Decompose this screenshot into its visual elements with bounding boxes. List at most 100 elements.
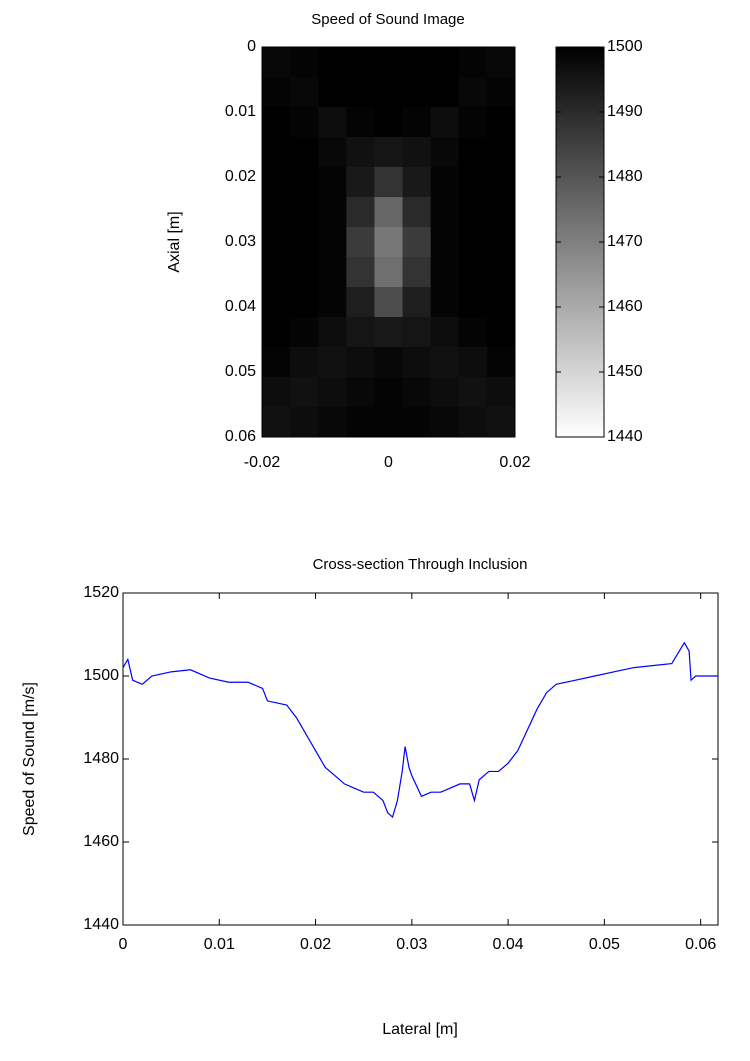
chart-title: Cross-section Through Inclusion	[313, 556, 528, 573]
colorbar	[555, 46, 605, 438]
image-cell	[458, 347, 488, 378]
image-cell	[402, 137, 432, 168]
image-cell	[346, 287, 375, 318]
image-cell	[374, 317, 404, 348]
image-cell	[262, 47, 291, 78]
image-cell	[458, 377, 488, 408]
image-cell	[346, 47, 375, 78]
image-cell	[486, 377, 516, 408]
image-cell	[486, 317, 516, 348]
image-cell	[402, 47, 432, 78]
image-cell	[374, 197, 404, 228]
image-cell	[290, 77, 319, 108]
y-tick-label: 0.03	[225, 233, 256, 250]
x-tick-label: 0.03	[396, 936, 427, 953]
image-cell	[402, 257, 432, 288]
image-cell	[262, 287, 291, 318]
y-tick-label: 0.06	[225, 428, 256, 445]
image-cell	[290, 347, 319, 378]
image-cell	[430, 377, 460, 408]
image-cell	[458, 407, 488, 438]
data-line	[122, 641, 718, 819]
image-cell	[374, 287, 404, 318]
image-cell	[346, 227, 375, 258]
image-cell	[318, 347, 347, 378]
image-cell	[290, 107, 319, 138]
image-cell	[430, 407, 460, 438]
image-cell	[346, 167, 375, 198]
image-cell	[318, 137, 347, 168]
image-cell	[290, 317, 319, 348]
image-cell	[318, 77, 347, 108]
y-tick-label: 1460	[83, 833, 119, 850]
image-cell	[486, 77, 516, 108]
image-cell	[318, 197, 347, 228]
colorbar-tick-label: 1490	[607, 103, 643, 120]
image-cell	[458, 257, 488, 288]
x-tick-label: 0.02	[499, 454, 530, 471]
image-cell	[458, 47, 488, 78]
image-cell	[458, 167, 488, 198]
image-cell	[402, 77, 432, 108]
image-cell	[402, 377, 432, 408]
image-cell	[486, 287, 516, 318]
image-cell	[318, 377, 347, 408]
image-cell	[430, 257, 460, 288]
image-cell	[458, 137, 488, 168]
image-cell	[346, 257, 375, 288]
colorbar-tick-label: 1470	[607, 233, 643, 250]
image-cell	[486, 407, 516, 438]
image-cell	[318, 47, 347, 78]
y-tick-label: 0.02	[225, 168, 256, 185]
image-cell	[402, 107, 432, 138]
image-cell	[458, 227, 488, 258]
image-cell	[262, 407, 291, 438]
y-tick-label: 0	[247, 38, 256, 55]
image-cell	[290, 47, 319, 78]
y-tick-label: 1500	[83, 667, 119, 684]
chart-title: Speed of Sound Image	[311, 11, 464, 28]
colorbar-tick-label: 1440	[607, 428, 643, 445]
image-cell	[262, 77, 291, 108]
image-cell	[262, 137, 291, 168]
colorbar-tick-label: 1480	[607, 168, 643, 185]
x-tick-label: 0.06	[685, 936, 716, 953]
x-tick-label: 0	[119, 936, 128, 953]
image-cell	[290, 227, 319, 258]
image-cell	[458, 287, 488, 318]
image-cell	[374, 47, 404, 78]
y-tick-label: 0.04	[225, 298, 256, 315]
image-cell	[374, 137, 404, 168]
x-tick-label: 0	[384, 454, 393, 471]
image-cell	[486, 137, 516, 168]
image-cell	[486, 197, 516, 228]
image-cell	[402, 197, 432, 228]
image-cell	[430, 167, 460, 198]
image-cell	[402, 407, 432, 438]
image-cell	[486, 347, 516, 378]
image-cell	[318, 107, 347, 138]
image-cell	[290, 377, 319, 408]
image-cell	[290, 257, 319, 288]
x-tick-label: 0.04	[493, 936, 524, 953]
x-axis-label: Lateral [m]	[382, 1021, 458, 1038]
image-cell	[374, 377, 404, 408]
image-cell	[318, 317, 347, 348]
image-cell	[262, 377, 291, 408]
image-cell	[374, 227, 404, 258]
image-cell	[346, 107, 375, 138]
image-cell	[374, 167, 404, 198]
image-cell	[346, 377, 375, 408]
colorbar-tick-label: 1460	[607, 298, 643, 315]
image-cell	[374, 77, 404, 108]
x-tick-label: 0.01	[204, 936, 235, 953]
colorbar-tick-label: 1500	[607, 38, 643, 55]
image-cell	[374, 257, 404, 288]
image-cell	[290, 197, 319, 228]
image-cell	[346, 197, 375, 228]
image-cell	[346, 407, 375, 438]
image-cell	[430, 317, 460, 348]
image-cell	[318, 287, 347, 318]
image-cell	[430, 77, 460, 108]
